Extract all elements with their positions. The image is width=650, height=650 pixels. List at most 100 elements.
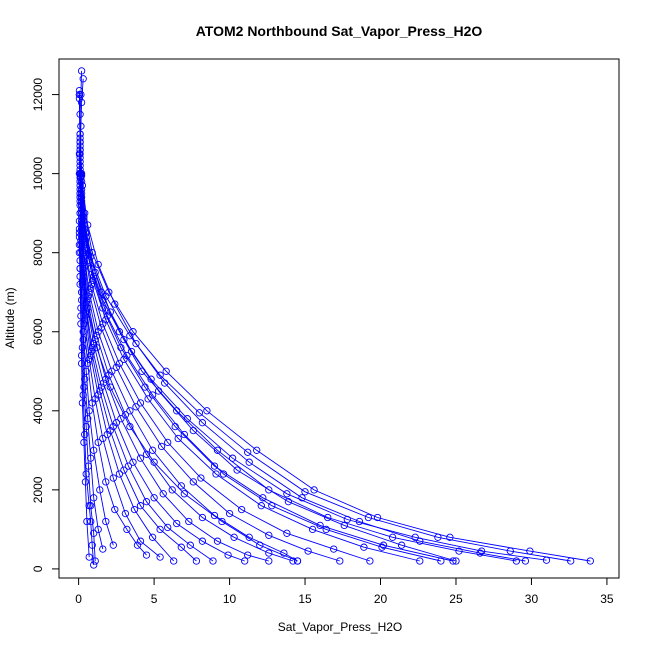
data-point — [174, 434, 182, 443]
data-point — [79, 391, 87, 399]
data-point — [94, 260, 102, 269]
data-point — [97, 383, 105, 391]
chart-title: ATOM2 Northbound Sat_Vapor_Press_H2O — [196, 23, 483, 39]
data-point — [156, 525, 164, 534]
data-point — [120, 355, 128, 364]
data-point — [416, 557, 424, 565]
data-point — [164, 523, 172, 532]
y-tick-label: 0 — [31, 565, 45, 572]
data-point — [455, 547, 463, 555]
data-point — [99, 434, 107, 443]
data-point — [230, 533, 238, 541]
data-point — [76, 166, 84, 174]
data-point — [183, 415, 191, 423]
series-profile-24 — [75, 241, 93, 561]
data-point — [512, 557, 521, 565]
data-point — [87, 517, 95, 526]
data-point — [159, 490, 167, 498]
data-point — [210, 511, 219, 520]
series-layer — [75, 67, 594, 569]
data-point — [195, 409, 204, 417]
data-point — [154, 387, 163, 395]
data-point — [213, 446, 222, 454]
data-point — [378, 543, 386, 551]
x-tick-label: 5 — [151, 592, 158, 606]
data-point — [76, 146, 84, 154]
data-point — [93, 343, 101, 352]
data-point — [90, 561, 98, 569]
data-point — [81, 225, 89, 233]
data-point — [265, 486, 273, 494]
series-line — [79, 181, 298, 562]
series-line — [79, 161, 420, 562]
x-tick-label: 10 — [223, 592, 237, 606]
data-point — [77, 320, 85, 328]
data-point — [156, 553, 164, 561]
data-point — [586, 557, 594, 565]
data-point — [93, 332, 101, 340]
data-point — [265, 531, 273, 539]
data-point — [109, 474, 117, 482]
data-point — [192, 557, 201, 565]
x-tick-label: 20 — [374, 592, 388, 606]
data-point — [265, 557, 273, 565]
data-point — [360, 543, 368, 551]
data-point — [177, 543, 185, 551]
data-point — [142, 551, 151, 559]
data-point — [324, 513, 332, 522]
data-point — [162, 367, 170, 375]
data-point — [289, 557, 297, 565]
x-tick-label: 0 — [75, 592, 82, 606]
data-point — [76, 177, 84, 186]
data-point — [96, 387, 104, 395]
data-point — [397, 541, 406, 549]
data-point — [117, 343, 125, 352]
data-point — [96, 486, 104, 494]
data-point — [133, 541, 142, 549]
data-point — [141, 383, 149, 391]
data-point — [218, 517, 226, 526]
data-point — [80, 438, 88, 447]
data-point — [85, 407, 93, 415]
data-point — [77, 359, 86, 368]
data-point — [77, 241, 85, 249]
data-point — [293, 557, 302, 565]
data-point — [373, 513, 382, 522]
data-point — [170, 557, 178, 565]
y-tick-label: 6000 — [31, 318, 45, 345]
data-point — [94, 525, 102, 534]
data-point — [284, 498, 293, 506]
data-point — [330, 545, 338, 553]
data-point — [76, 110, 84, 118]
data-point — [115, 470, 124, 478]
series-line — [79, 169, 340, 562]
data-point — [434, 533, 442, 541]
data-point — [364, 513, 373, 522]
data-point — [148, 391, 157, 399]
data-point — [283, 529, 291, 537]
data-point — [245, 458, 253, 466]
data-point — [310, 486, 318, 494]
x-axis-label: Sat_Vapor_Press_H2O — [278, 620, 403, 634]
y-tick-label: 10000 — [31, 157, 45, 191]
data-point — [283, 490, 291, 498]
data-point — [198, 419, 207, 427]
data-point — [173, 407, 181, 415]
series-line — [78, 244, 90, 558]
data-point — [94, 438, 102, 447]
data-point — [185, 517, 193, 526]
data-point — [87, 454, 95, 462]
data-point — [147, 375, 155, 383]
data-point — [77, 90, 85, 99]
data-point — [99, 304, 107, 312]
series-line — [79, 153, 457, 562]
data-point — [245, 533, 253, 541]
data-point — [388, 533, 397, 541]
data-point — [78, 343, 87, 352]
y-tick-label: 8000 — [31, 239, 45, 266]
data-point — [411, 533, 419, 541]
data-point — [476, 549, 484, 557]
data-point — [257, 502, 265, 510]
data-point — [171, 422, 179, 431]
